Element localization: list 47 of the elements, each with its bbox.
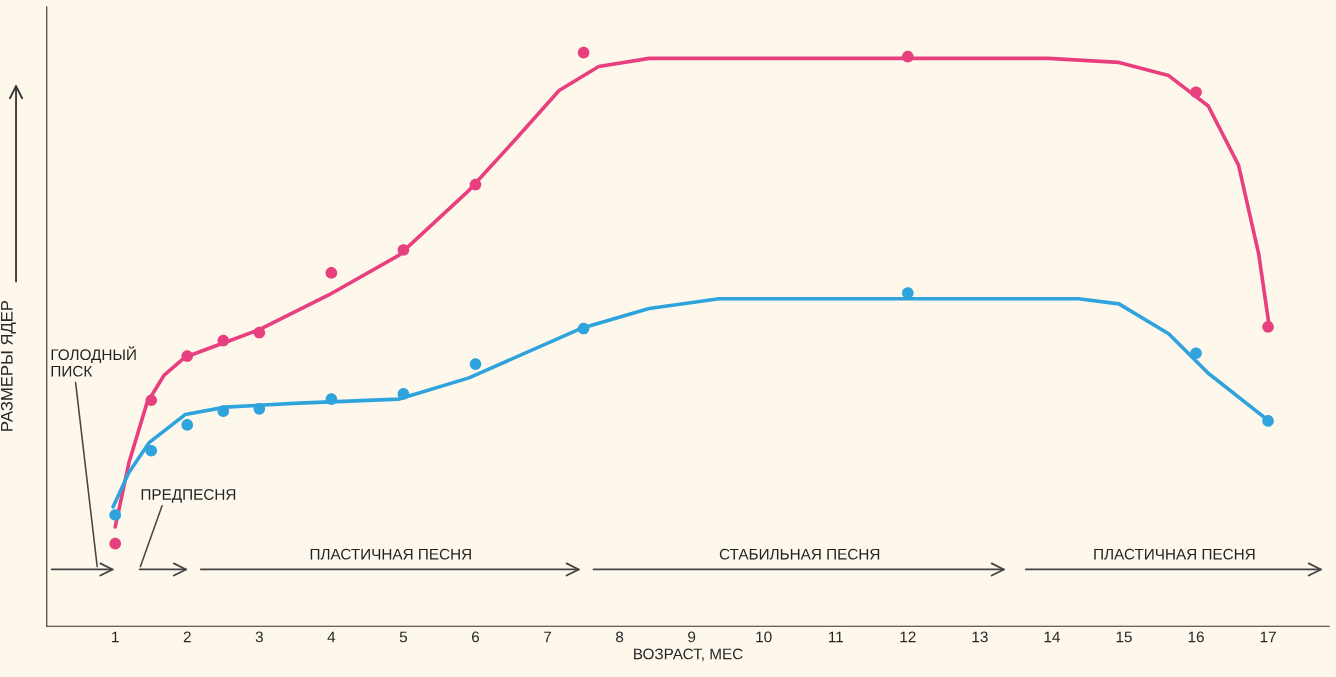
x-tick-label: 3 xyxy=(255,631,263,643)
point xyxy=(109,537,122,550)
point xyxy=(577,322,590,335)
point xyxy=(469,358,482,370)
point xyxy=(325,267,338,279)
x-tick-label: 14 xyxy=(1044,631,1060,643)
x-tick-label: 15 xyxy=(1116,631,1132,643)
point xyxy=(1190,86,1202,99)
point xyxy=(217,334,230,347)
x-tick-label: 11 xyxy=(828,631,843,643)
point xyxy=(397,244,410,256)
x-tick-label: 6 xyxy=(472,631,480,643)
x-tick-label: 17 xyxy=(1260,631,1276,643)
point xyxy=(181,350,194,362)
point xyxy=(469,178,482,191)
point xyxy=(397,388,410,400)
x-tick-label: 13 xyxy=(972,631,988,643)
point xyxy=(577,46,590,59)
point xyxy=(145,394,158,407)
point xyxy=(1190,347,1202,360)
x-axis-title: ВОЗРАСТ, МЕС xyxy=(634,648,743,662)
y-axis-title: РАЗМЕРЫ ЯДЕР xyxy=(0,300,16,431)
x-tick-label: 5 xyxy=(399,631,408,643)
point xyxy=(253,403,266,415)
point xyxy=(901,50,914,63)
point xyxy=(181,419,194,431)
x-tick-label: 2 xyxy=(183,631,191,643)
x-tick-label: 7 xyxy=(544,631,552,643)
x-tick-label: 4 xyxy=(327,631,336,643)
x-tick-label: 9 xyxy=(688,631,696,643)
x-tick-label: 1 xyxy=(112,631,119,643)
annotation: СТАБИЛЬНАЯ ПЕСНЯ xyxy=(719,548,880,560)
annotation: ПЛАСТИЧНАЯ ПЕСНЯ xyxy=(310,548,471,560)
point xyxy=(217,405,230,417)
point xyxy=(325,393,338,405)
x-tick-label: 10 xyxy=(756,631,772,643)
point xyxy=(109,509,122,521)
annotation: ПЛАСТИЧНАЯ ПЕСНЯ xyxy=(1094,548,1255,560)
point xyxy=(1262,321,1274,333)
x-tick-label: 12 xyxy=(900,631,916,643)
point xyxy=(145,444,158,457)
x-tick-label: 8 xyxy=(616,631,624,643)
x-tick-label: 16 xyxy=(1188,631,1204,643)
point xyxy=(1262,415,1274,427)
annotation: ПРЕДПЕСНЯ xyxy=(141,489,236,503)
point xyxy=(253,326,266,339)
annotation: ГОЛОДНЫЙ ПИСК xyxy=(51,346,136,377)
